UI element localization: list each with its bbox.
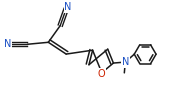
- Text: N: N: [4, 39, 11, 49]
- Text: N: N: [122, 57, 129, 67]
- Text: O: O: [98, 69, 106, 79]
- Text: N: N: [64, 2, 72, 12]
